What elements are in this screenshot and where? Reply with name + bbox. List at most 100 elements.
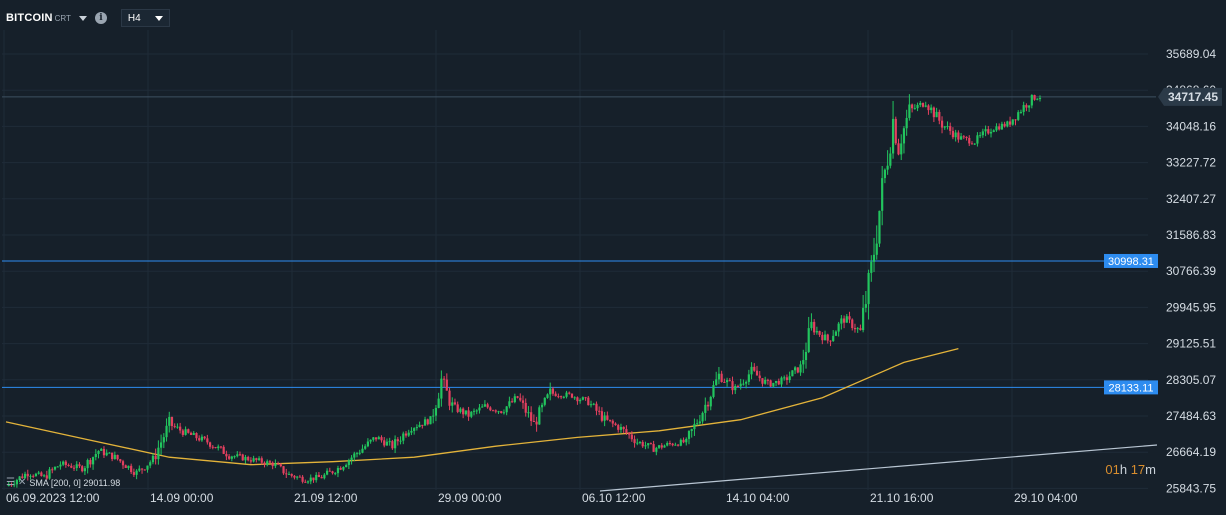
candle-body bbox=[162, 437, 165, 443]
candle-body bbox=[358, 452, 361, 454]
candle-body bbox=[345, 465, 348, 468]
candle-body bbox=[785, 377, 789, 381]
candle-body bbox=[249, 460, 252, 462]
price-level-tag[interactable] bbox=[1104, 380, 1158, 395]
time-tick-label: 29.10 04:00 bbox=[1014, 491, 1078, 505]
candle-body bbox=[859, 328, 862, 331]
candle-body bbox=[516, 396, 519, 398]
candle-body bbox=[1011, 119, 1014, 125]
candle-body bbox=[94, 453, 97, 458]
candle-body bbox=[649, 443, 652, 445]
candle-body bbox=[40, 472, 43, 477]
candle-body bbox=[1025, 105, 1028, 108]
candle-body bbox=[853, 328, 857, 330]
time-tick-label: 14.10 04:00 bbox=[726, 491, 790, 505]
candle-body bbox=[244, 456, 247, 461]
candle-body bbox=[908, 104, 911, 118]
candle-body bbox=[1003, 123, 1006, 127]
candle-body bbox=[671, 443, 674, 446]
settings-lines-icon[interactable]: ☰ bbox=[6, 477, 15, 488]
price-level-tag[interactable] bbox=[1104, 253, 1158, 268]
candle-body bbox=[1028, 105, 1031, 108]
candle-body bbox=[619, 426, 623, 430]
candle-body bbox=[21, 476, 24, 479]
candle-body bbox=[339, 468, 342, 470]
candle-body bbox=[481, 406, 484, 408]
candle-body bbox=[10, 484, 13, 486]
candle-body bbox=[592, 403, 595, 405]
candle-body bbox=[462, 408, 465, 415]
candle-body bbox=[856, 328, 859, 330]
candle-body bbox=[394, 439, 397, 449]
candle-body bbox=[407, 432, 410, 436]
candle-body bbox=[59, 464, 62, 467]
info-icon[interactable]: i bbox=[94, 12, 107, 24]
candle-body bbox=[113, 454, 116, 460]
candle-body bbox=[725, 380, 729, 383]
symbol-selector[interactable]: BITCOIN CRT bbox=[6, 12, 71, 24]
candle-body bbox=[595, 403, 598, 411]
timeframe-label: H4 bbox=[127, 12, 141, 24]
candle-body bbox=[821, 334, 824, 341]
candle-body bbox=[380, 437, 383, 441]
candle-body bbox=[606, 415, 609, 420]
symbol-dropdown-icon[interactable] bbox=[78, 15, 87, 21]
price-tick-label: 27484.63 bbox=[1166, 409, 1216, 423]
candle-body bbox=[927, 105, 930, 111]
candle-body bbox=[415, 427, 418, 429]
close-indicator-icon[interactable]: ✕ bbox=[17, 477, 27, 488]
candle-body bbox=[872, 254, 876, 262]
candle-body bbox=[372, 437, 375, 440]
timeframe-selector[interactable]: H4 bbox=[120, 9, 170, 27]
candle-body bbox=[864, 304, 867, 308]
candle-body bbox=[472, 410, 476, 412]
candle-body bbox=[154, 455, 157, 460]
candle-body bbox=[682, 439, 685, 443]
candle-body bbox=[611, 420, 614, 424]
candle-body bbox=[799, 364, 802, 373]
price-tick-label: 26664.19 bbox=[1166, 445, 1216, 459]
candle-body bbox=[364, 446, 367, 449]
candle-body bbox=[301, 476, 304, 482]
candle-body bbox=[491, 410, 495, 412]
candle-body bbox=[105, 452, 108, 456]
time-tick-label: 06.09.2023 12:00 bbox=[6, 491, 100, 505]
candle-body bbox=[663, 445, 666, 448]
sma-line[interactable] bbox=[5, 347, 959, 466]
candle-body bbox=[813, 321, 816, 333]
candle-body bbox=[56, 466, 59, 468]
price-tick-label: 32407.27 bbox=[1166, 192, 1216, 206]
candle-body bbox=[328, 470, 331, 472]
countdown-hours: 01 bbox=[1105, 462, 1120, 477]
candle-body bbox=[470, 411, 473, 417]
candle-body bbox=[293, 475, 296, 478]
candle-body bbox=[67, 464, 70, 466]
candle-body bbox=[306, 481, 310, 483]
candle-body bbox=[119, 459, 122, 462]
candle-body bbox=[1006, 121, 1009, 127]
trend-line[interactable] bbox=[599, 444, 1158, 492]
candle-body bbox=[608, 419, 612, 421]
candle-body bbox=[913, 108, 916, 110]
candle-body bbox=[62, 461, 65, 465]
candle-body bbox=[973, 143, 976, 145]
candle-body bbox=[421, 424, 424, 426]
candle-body bbox=[130, 465, 133, 473]
candle-body bbox=[51, 469, 54, 471]
candle-body bbox=[483, 404, 487, 407]
countdown-minutes-unit: m bbox=[1145, 462, 1156, 477]
candle-body bbox=[753, 366, 756, 371]
candle-body bbox=[168, 416, 171, 426]
candle-body bbox=[448, 390, 451, 406]
candle-body bbox=[998, 126, 1001, 130]
candle-body bbox=[717, 373, 721, 380]
candle-body bbox=[832, 335, 835, 342]
candle-body bbox=[698, 421, 701, 424]
candle-body bbox=[712, 385, 715, 397]
candle-body bbox=[943, 126, 946, 128]
candle-body bbox=[279, 464, 282, 467]
candle-body bbox=[530, 412, 533, 422]
candle-body bbox=[834, 331, 838, 336]
candle-body bbox=[769, 380, 772, 387]
